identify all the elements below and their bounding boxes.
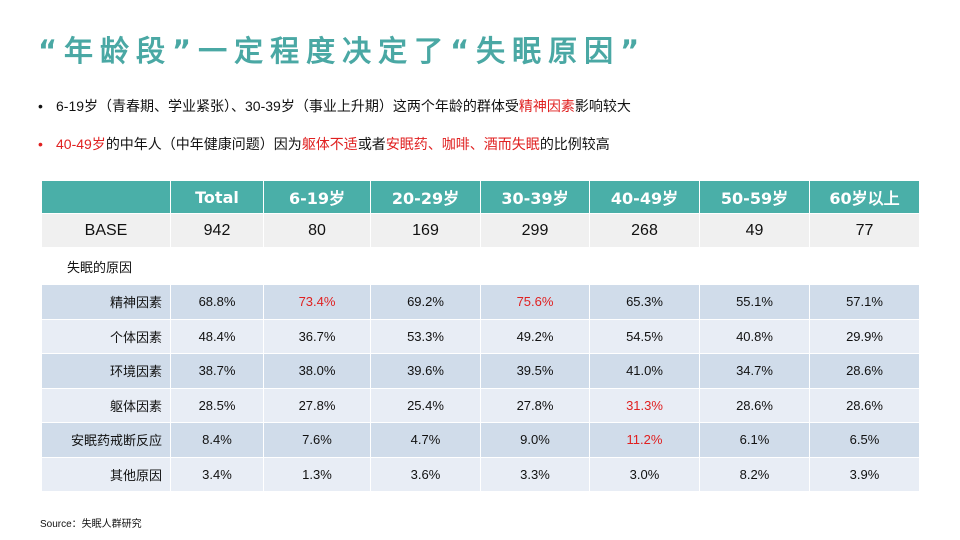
row-value: 75.6% [480,284,590,320]
row-value: 8.2% [699,456,810,492]
base-value: 49 [699,213,810,248]
row-label: 其他原因 [41,456,171,492]
header-cell-60-plus: 60岁以上 [809,180,920,214]
row-value: 3.9% [809,456,920,492]
row-label: 个体因素 [41,318,171,354]
row-value: 39.6% [370,353,481,389]
row-value: 4.7% [370,422,481,458]
row-value: 7.6% [263,422,371,458]
bullet-highlight: 40-49岁 [56,136,106,152]
row-value: 39.5% [480,353,590,389]
row-value: 28.6% [699,387,810,423]
table-row: 环境因素 38.7% 38.0% 39.6% 39.5% 41.0% 34.7% 28.6% [41,353,920,389]
header-cell-20-29: 20-29岁 [370,180,481,214]
row-value: 27.8% [480,387,590,423]
row-value: 11.2% [589,422,700,458]
row-value: 69.2% [370,284,481,320]
base-value: 77 [809,213,920,248]
row-value: 25.4% [370,387,481,423]
source-note: Source：失眠人群研究 [40,519,142,530]
row-value: 8.4% [170,422,264,458]
row-value: 49.2% [480,318,590,354]
bullet-highlight: 精神因素 [518,98,575,114]
row-value: 54.5% [589,318,700,354]
base-value: 268 [589,213,700,248]
row-label: 躯体因素 [41,387,171,423]
row-value: 31.3% [589,387,700,423]
row-value: 6.1% [699,422,810,458]
base-value: 299 [480,213,590,248]
base-value: 80 [263,213,371,248]
header-cell-50-59: 50-59岁 [699,180,810,214]
row-value: 36.7% [263,318,371,354]
row-value: 3.4% [170,456,264,492]
table-row: 躯体因素 28.5% 27.8% 25.4% 27.8% 31.3% 28.6% 28.6% [41,387,920,423]
row-value: 1.3% [263,456,371,492]
row-value: 9.0% [480,422,590,458]
row-value: 68.8% [170,284,264,320]
bullet-list: • 6-19岁（青春期、学业紧张）、30-39岁（事业上升期）这两个年龄的群体受… [38,96,631,172]
row-value: 38.7% [170,353,264,389]
row-value: 65.3% [589,284,700,320]
row-value: 48.4% [170,318,264,354]
row-value: 3.0% [589,456,700,492]
base-label: BASE [41,213,171,248]
row-value: 40.8% [699,318,810,354]
bullet-dot-icon: • [38,98,43,114]
bullet-highlight: 安眠药、咖啡、酒而失眠 [385,136,540,152]
bullet-text: 影响较大 [574,98,631,114]
table-row: 安眠药戒断反应 8.4% 7.6% 4.7% 9.0% 11.2% 6.1% 6.5% [41,422,920,458]
bullet-highlight: 躯体不适 [301,136,358,152]
bullet-dot-icon: • [38,136,43,152]
page-title: “年龄段”一定程度决定了“失眠原因” [38,34,647,68]
row-value: 73.4% [263,284,371,320]
row-value: 29.9% [809,318,920,354]
row-value: 28.6% [809,353,920,389]
bullet-item: • 6-19岁（青春期、学业紧张）、30-39岁（事业上升期）这两个年龄的群体受… [38,96,631,116]
row-value: 3.6% [370,456,481,492]
bullet-text: 的中年人（中年健康问题）因为 [105,136,302,152]
row-value: 55.1% [699,284,810,320]
base-row: BASE 942 80 169 299 268 49 77 [41,213,920,248]
row-label: 安眠药戒断反应 [41,422,171,458]
header-cell-40-49: 40-49岁 [589,180,700,214]
base-value: 169 [370,213,481,248]
bullet-text: 的比例较高 [539,136,610,152]
bullet-text: 6-19岁（青春期、学业紧张）、30-39岁（事业上升期）这两个年龄的群体受 [56,98,519,114]
table-row: 其他原因 3.4% 1.3% 3.6% 3.3% 3.0% 8.2% 3.9% [41,456,920,492]
row-value: 27.8% [263,387,371,423]
row-value: 28.6% [809,387,920,423]
row-value: 6.5% [809,422,920,458]
row-value: 34.7% [699,353,810,389]
row-label: 环境因素 [41,353,171,389]
header-cell-empty [41,180,171,214]
row-value: 28.5% [170,387,264,423]
insomnia-causes-table: Total 6-19岁 20-29岁 30-39岁 40-49岁 50-59岁 … [41,180,920,492]
header-cell-30-39: 30-39岁 [480,180,590,214]
section-label: 失眠的原因 [41,247,920,285]
table-header-row: Total 6-19岁 20-29岁 30-39岁 40-49岁 50-59岁 … [41,180,920,214]
row-value: 3.3% [480,456,590,492]
table-row: 精神因素 68.8% 73.4% 69.2% 75.6% 65.3% 55.1% 57.1% [41,284,920,320]
bullet-text: 或者 [357,136,386,152]
header-cell-total: Total [170,180,264,214]
header-cell-6-19: 6-19岁 [263,180,371,214]
row-value: 57.1% [809,284,920,320]
base-value: 942 [170,213,264,248]
row-label: 精神因素 [41,284,171,320]
table-row: 个体因素 48.4% 36.7% 53.3% 49.2% 54.5% 40.8% 29.9% [41,318,920,354]
row-value: 41.0% [589,353,700,389]
row-value: 53.3% [370,318,481,354]
bullet-item: • 40-49岁 的中年人（中年健康问题）因为 躯体不适 或者 安眠药、咖啡、酒… [38,134,631,154]
section-row: 失眠的原因 [41,247,920,285]
row-value: 38.0% [263,353,371,389]
